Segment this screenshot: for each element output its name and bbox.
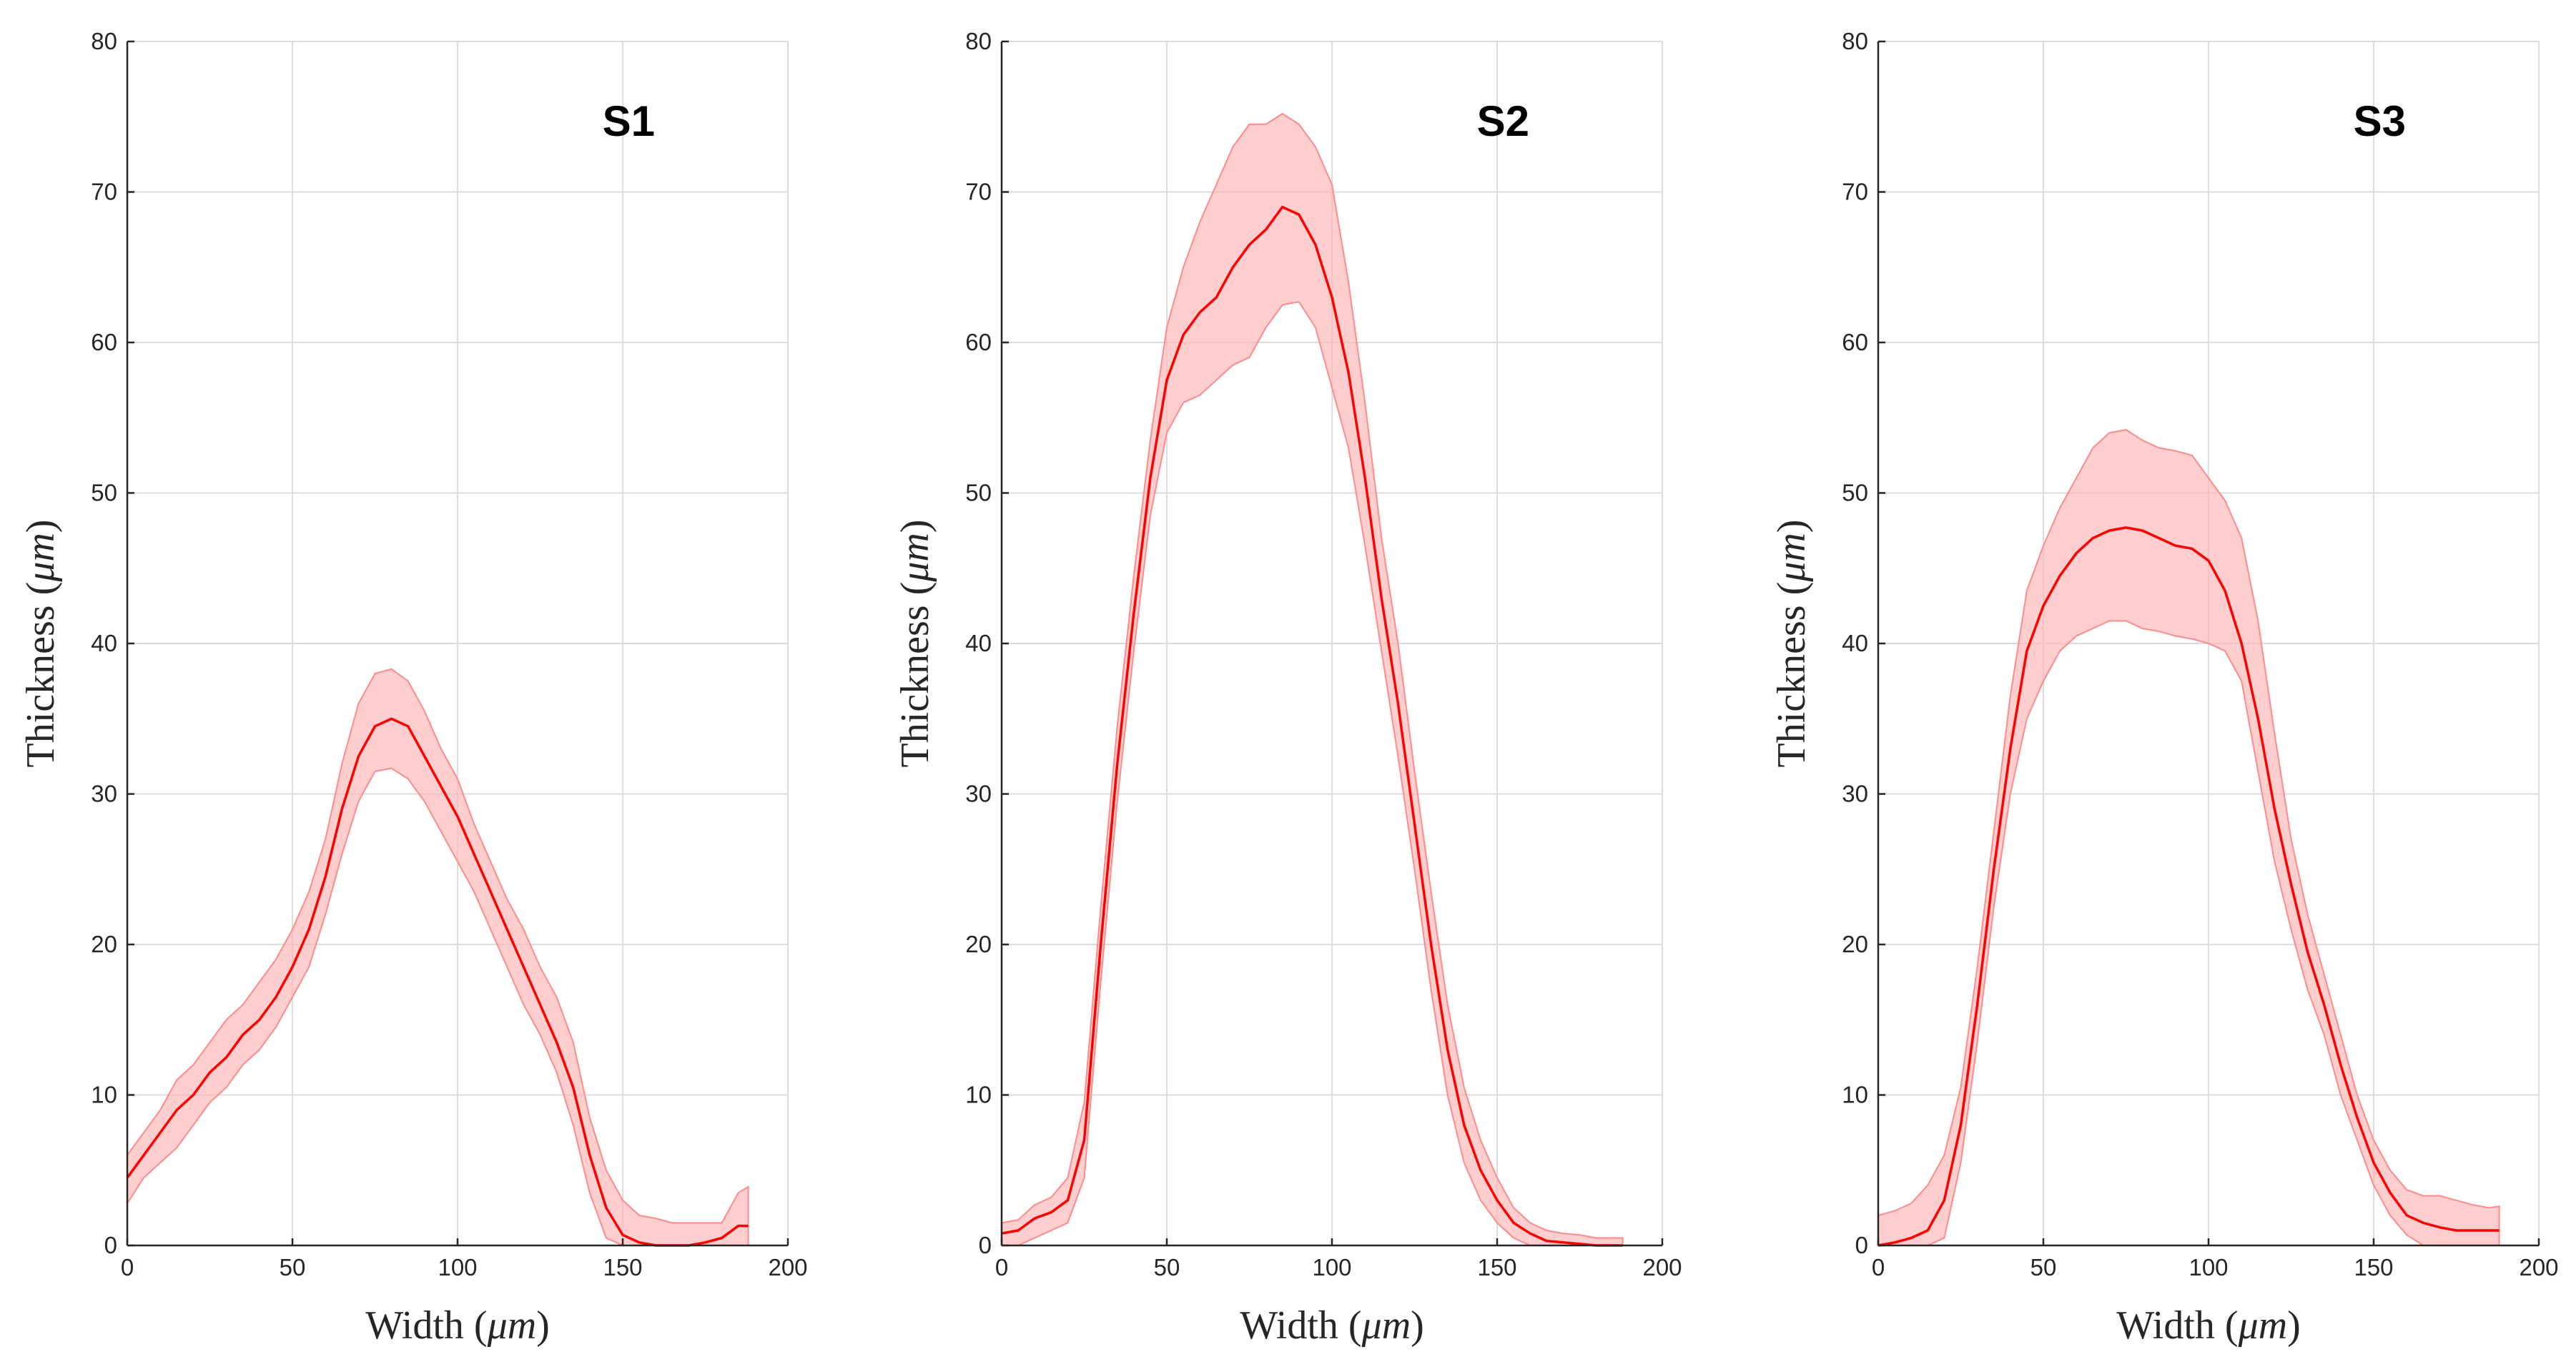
s3-y-axis-title: Thickness (μm) [1770,520,1814,768]
s1-y-tick-label: 10 [91,1082,117,1108]
s3-y-tick-label: 20 [1842,931,1868,957]
s1-y-tick-label: 60 [91,329,117,355]
s3-y-tick-label: 80 [1842,28,1868,54]
s3-y-tick-label: 50 [1842,480,1868,506]
s3-x-tick-label: 200 [2519,1254,2558,1280]
s2-y-tick-label: 10 [965,1082,992,1108]
s1-x-tick-label: 0 [121,1254,134,1280]
s2-x-tick-label: 0 [995,1254,1008,1280]
s1-panel-label: S1 [603,97,655,145]
s1-x-axis-title: Width (μm) [365,1303,550,1348]
panel-s3: 0 50 100 150 200 0 10 20 30 40 50 60 70 80 Width (μm) T… [1770,28,2559,1348]
panel-s1: 0 50 100 150 200 0 10 20 30 40 50 60 70 80 Width (μm) T… [19,28,808,1348]
s1-y-tick-label: 80 [91,28,117,54]
s2-panel-label: S2 [1477,97,1529,145]
s3-y-tick-label: 0 [1855,1232,1868,1258]
s2-x-tick-label: 50 [1154,1254,1180,1280]
s3-x-axis-title: Width (μm) [2116,1303,2301,1348]
s3-x-tick-label: 0 [1872,1254,1885,1280]
s2-y-tick-label: 40 [965,630,992,656]
s1-x-tick-label: 100 [438,1254,477,1280]
s1-x-tick-label: 50 [280,1254,306,1280]
s3-y-tick-label: 70 [1842,179,1868,205]
s3-x-tick-label: 150 [2354,1254,2393,1280]
s3-std-band [1877,429,2500,1246]
s3-mean-line [1877,526,2499,1247]
s2-y-tick-label: 30 [965,781,992,807]
s2-std-band [1001,112,1624,1246]
s2-y-tick-label: 60 [965,329,992,355]
s2-y-tick-label: 20 [965,931,992,957]
s1-x-tick-label: 200 [768,1254,807,1280]
s2-x-axis-title: Width (μm) [1240,1303,1424,1348]
s1-x-tick-label: 150 [603,1254,642,1280]
s1-mean-line [126,717,749,1247]
s2-y-tick-label: 0 [979,1232,992,1258]
s3-x-tick-label: 100 [2188,1254,2228,1280]
s3-y-tick-label: 30 [1842,781,1868,807]
s3-x-tick-label: 50 [2030,1254,2057,1280]
s2-x-tick-label: 150 [1477,1254,1516,1280]
panel-s2: 0 50 100 150 200 0 10 20 30 40 50 60 70 80 Width (μm) T… [893,28,1682,1348]
s1-y-tick-label: 70 [91,179,117,205]
s1-y-tick-label: 40 [91,630,117,656]
s1-y-axis-title: Thickness (μm) [19,520,63,768]
s3-y-tick-label: 60 [1842,329,1868,355]
s1-y-tick-label: 50 [91,480,117,506]
s3-y-tick-label: 40 [1842,630,1868,656]
s2-y-axis-title: Thickness (μm) [893,520,937,768]
s2-x-tick-label: 100 [1312,1254,1351,1280]
s3-y-tick-label: 10 [1842,1082,1868,1108]
s1-y-tick-label: 30 [91,781,117,807]
s2-y-tick-label: 80 [965,28,992,54]
s2-x-tick-label: 200 [1642,1254,1682,1280]
s2-y-tick-label: 50 [965,480,992,506]
s2-mean-line [1001,205,1623,1247]
s1-std-band [127,668,749,1246]
s2-y-tick-label: 70 [965,179,992,205]
s3-panel-label: S3 [2354,97,2406,145]
s1-y-tick-label: 0 [104,1232,117,1258]
s1-y-tick-label: 20 [91,931,117,957]
